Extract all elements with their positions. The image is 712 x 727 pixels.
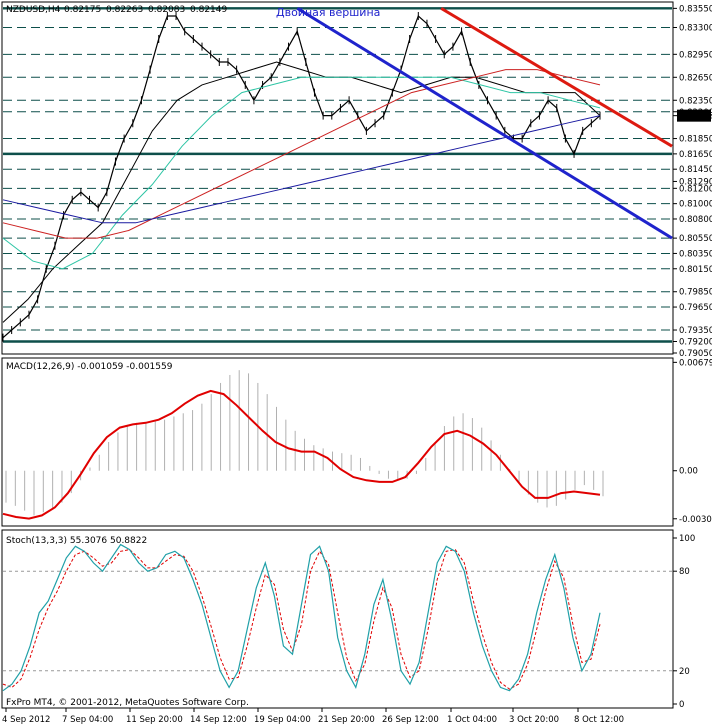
trend-line	[440, 7, 673, 148]
price-tick-label: 0.81000	[679, 200, 712, 210]
macd-signal-line	[2, 389, 601, 520]
macd-tick-label: 0.00679	[679, 358, 712, 368]
time-tick-label: 19 Sep 04:00	[254, 715, 311, 725]
price-tick-label: 0.81450	[679, 165, 712, 175]
price-tick-label: 0.83300	[679, 24, 712, 34]
price-tick-label: 0.81850	[679, 135, 712, 145]
price-panel[interactable]	[1, 1, 674, 355]
price-tick-label: 0.81650	[679, 150, 712, 160]
price-open: 0.82175	[64, 5, 101, 15]
macd-label: MACD(12,26,9) -0.001059 -0.001559	[6, 362, 173, 372]
stoch-main-line	[2, 543, 601, 692]
time-tick-label: 4 Sep 2012	[2, 715, 50, 725]
price-tick-label: 0.82950	[679, 50, 712, 60]
moving-average-line	[2, 76, 601, 270]
price-line	[2, 14, 601, 339]
stoch-label: Stoch(13,3,3) 55.3076 50.8822	[6, 536, 147, 546]
price-tick-label: 0.79200	[679, 338, 712, 348]
price-high: 0.82263	[106, 5, 143, 15]
current-price-box	[677, 109, 711, 122]
price-tick-label: 0.80150	[679, 265, 712, 275]
time-tick-label: 21 Sep 20:00	[318, 715, 375, 725]
macd-tick-label: 0.00	[679, 467, 698, 477]
price-close: 0.82149	[190, 5, 227, 15]
price-tick-label: 0.80800	[679, 215, 712, 225]
moving-average-line	[2, 115, 601, 224]
price-tick-label: 0.79350	[679, 326, 712, 336]
time-tick-label: 7 Sep 04:00	[62, 715, 113, 725]
stoch-tick-label: 0	[679, 700, 684, 710]
time-tick-label: 1 Oct 04:00	[447, 715, 497, 725]
double-top-annotation: Двойная вершина	[276, 6, 380, 19]
price-tick-label: 0.79650	[679, 303, 712, 313]
time-tick-label: 11 Sep 20:00	[126, 715, 183, 725]
chart-title: NZDUSD,H4	[6, 5, 61, 15]
time-tick-label: 8 Oct 12:00	[574, 715, 624, 725]
price-tick-label: 0.81290	[679, 177, 712, 187]
price-tick-label: 0.80550	[679, 234, 712, 244]
time-tick-label: 26 Sep 12:00	[382, 715, 439, 725]
stoch-panel[interactable]	[1, 529, 674, 709]
stoch-tick-label: 80	[679, 567, 690, 577]
macd-panel[interactable]	[1, 357, 674, 527]
price-low: 0.82083	[148, 5, 185, 15]
price-tick-label: 0.82350	[679, 96, 712, 106]
time-tick-label: 14 Sep 12:00	[190, 715, 247, 725]
time-tick-label: 3 Oct 20:00	[509, 715, 559, 725]
copyright-text: FxPro MT4, © 2001-2012, MetaQuotes Softw…	[6, 698, 249, 708]
stoch-signal-line	[2, 549, 601, 690]
price-tick-label: 0.79050	[679, 349, 712, 359]
price-tick-label: 0.79850	[679, 288, 712, 298]
stoch-tick-label: 100	[679, 534, 695, 544]
stoch-tick-label: 20	[679, 667, 690, 677]
price-tick-label: 0.81200	[679, 184, 712, 194]
price-tick-label: 0.82149	[679, 112, 712, 122]
price-tick-label: 0.80350	[679, 249, 712, 259]
trend-line	[296, 7, 673, 240]
moving-average-line	[2, 69, 601, 239]
price-tick-label: 0.82650	[679, 73, 712, 83]
price-tick-label: 0.83550	[679, 4, 712, 14]
